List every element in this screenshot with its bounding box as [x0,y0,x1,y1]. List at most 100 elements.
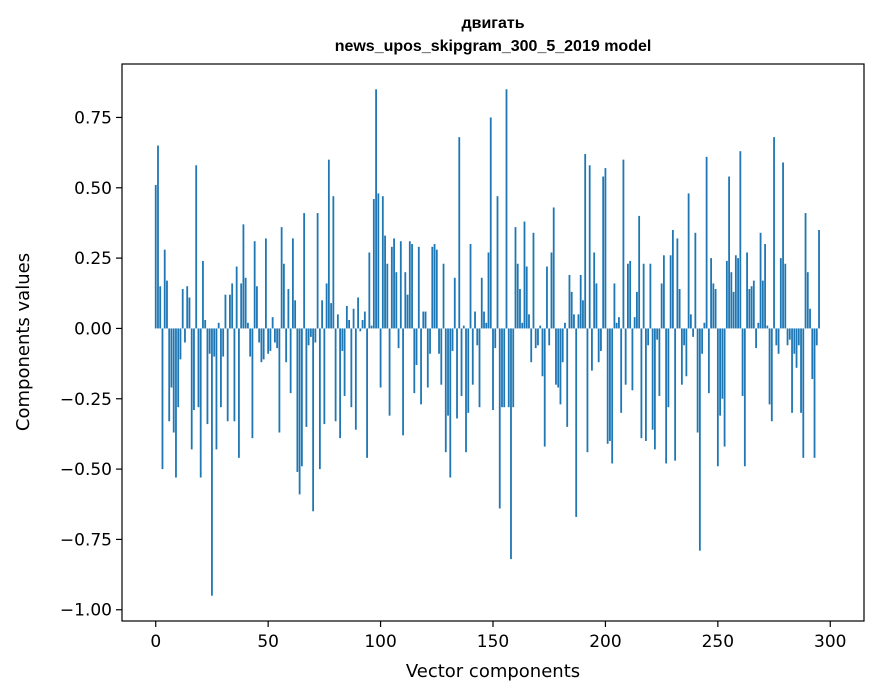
bar-149 [489,117,492,329]
x-tick-label: 150 [477,632,509,652]
bar-175 [548,328,551,346]
bar-36 [235,266,238,329]
bar-269 [759,232,762,329]
bar-202 [609,328,611,441]
bar-186 [573,314,575,329]
bar-156 [505,89,508,329]
x-tick-label: 100 [364,632,396,652]
bar-231 [674,328,677,461]
bar-163 [521,322,524,329]
bar-253 [723,328,726,447]
bar-56 [280,227,283,329]
bar-185 [570,291,573,329]
bar-7 [170,328,173,388]
bar-170 [537,328,539,346]
bar-279 [782,162,784,329]
x-tick-label: 250 [702,632,734,652]
y-tick-label: 0.75 [74,108,112,128]
bar-122 [429,328,431,354]
bar-239 [692,328,695,337]
bar-106 [393,238,395,329]
bar-197 [597,328,600,363]
bar-124 [433,244,436,329]
bar-93 [363,311,366,329]
bar-213 [633,317,636,329]
bar-289 [804,213,807,329]
bar-275 [773,137,775,329]
bar-283 [791,328,793,413]
bar-171 [539,325,542,329]
bar-29 [220,328,222,408]
bar-188 [577,314,580,329]
bar-95 [368,252,371,329]
bar-200 [604,168,607,329]
bar-103 [386,263,389,329]
bar-145 [480,277,483,329]
bar-128 [442,263,445,329]
bar-158 [510,328,512,560]
bar-177 [552,207,555,329]
bar-267 [755,328,757,349]
bar-242 [698,328,701,551]
bar-50 [267,328,270,354]
bar-120 [424,311,427,329]
bar-135 [458,137,461,329]
bar-77 [327,159,330,329]
bar-72 [316,213,319,329]
bar-246 [707,328,710,394]
bar-215 [638,215,641,329]
bar-237 [687,193,690,329]
bar-278 [779,258,782,329]
bar-262 [743,328,746,467]
bar-100 [379,328,382,388]
bar-152 [496,196,499,329]
bar-274 [770,328,773,422]
bar-190 [582,300,584,329]
bar-68 [307,328,310,346]
bar-189 [579,274,582,329]
bar-118 [420,328,422,405]
bar-12 [181,289,184,329]
bar-187 [575,328,578,517]
bar-165 [525,266,528,329]
bar-261 [741,328,744,396]
bar-230 [671,229,674,329]
bar-162 [519,289,521,329]
bar-191 [584,154,587,329]
y-axis-label: Components values [13,253,34,431]
bar-114 [411,244,413,329]
bar-251 [719,328,721,416]
bar-244 [703,322,706,329]
bar-249 [714,289,717,329]
bar-181 [561,328,564,363]
bar-102 [384,235,386,329]
bar-160 [514,227,517,329]
bar-94 [366,328,368,458]
bar-90 [357,297,359,329]
bar-111 [404,272,407,329]
bar-83 [341,328,344,351]
bar-13 [184,328,186,343]
bar-272 [766,325,769,329]
bar-288 [802,328,805,458]
bar-256 [730,272,733,329]
bar-282 [788,328,791,340]
bar-168 [532,232,535,329]
x-axis: 0 50 100 150 200 250 300 [150,621,846,652]
bar-15 [188,297,191,329]
bar-201 [606,328,609,444]
bar-41 [247,322,249,329]
bar-88 [352,308,355,329]
bar-161 [516,263,519,329]
bar-228 [667,328,670,408]
bar-30 [222,328,225,357]
bar-96 [370,325,373,329]
bar-266 [752,280,755,329]
bar-264 [748,289,751,329]
bar-196 [595,283,598,329]
bar-205 [615,322,618,329]
bar-178 [555,328,557,385]
bar-70 [312,328,315,512]
chart-title: двигать [461,15,524,32]
